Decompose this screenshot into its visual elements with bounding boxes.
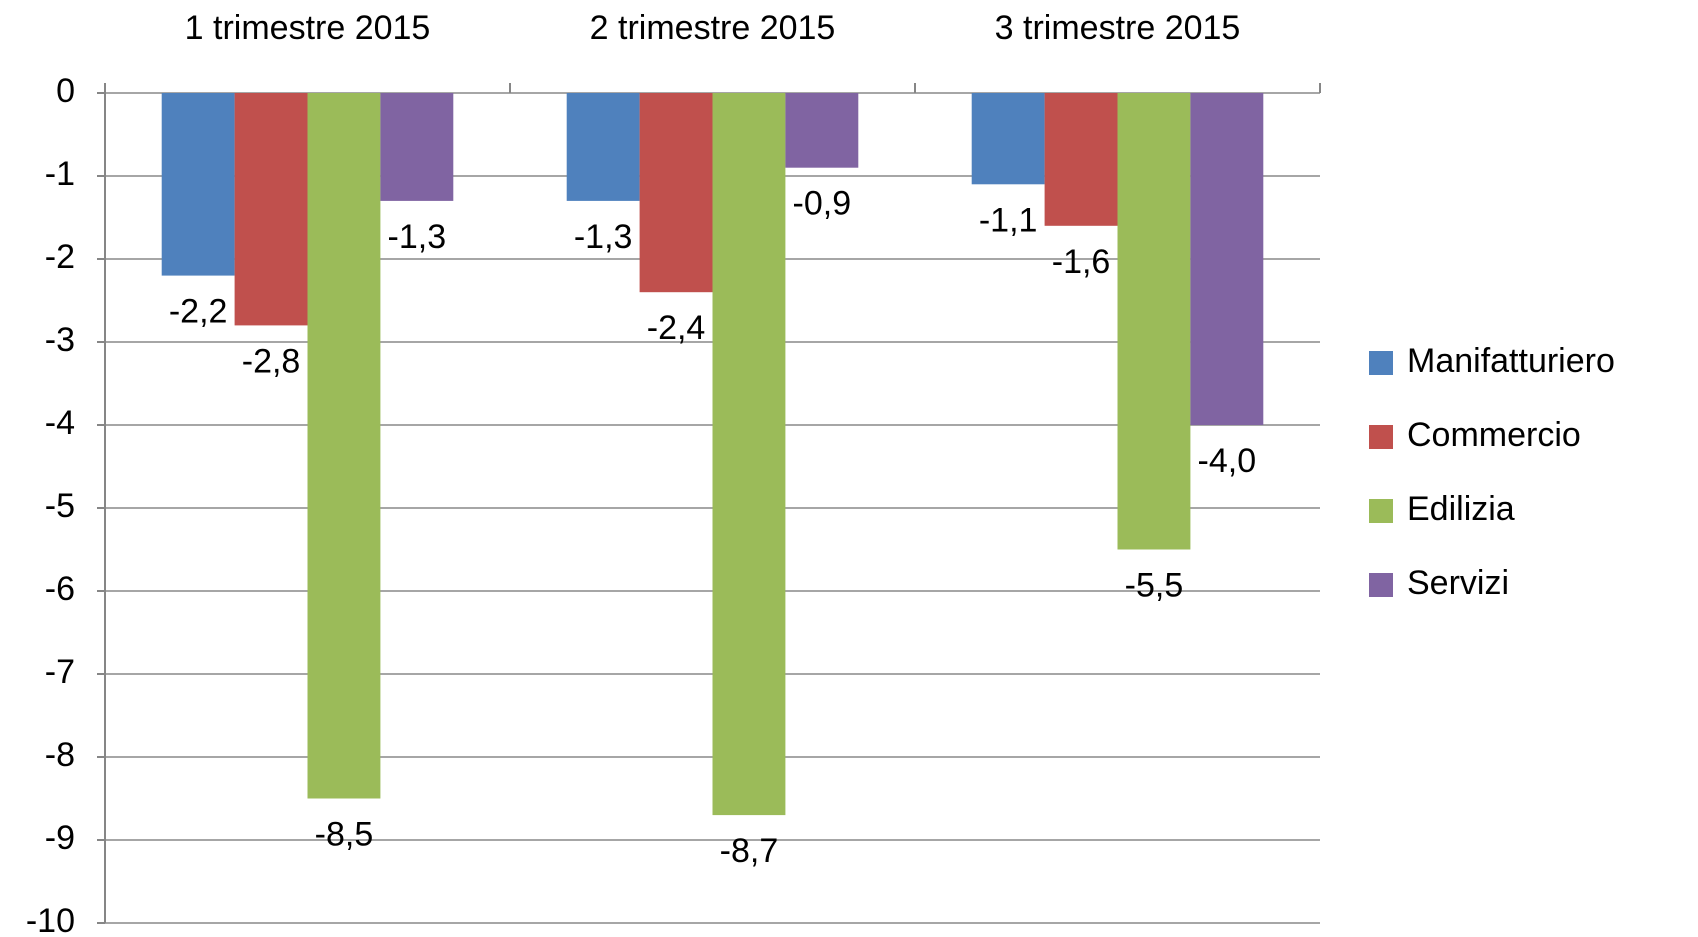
bar: [639, 93, 713, 293]
value-label: -5,5: [1125, 566, 1184, 604]
legend-swatch: [1369, 499, 1393, 523]
legend-label: Commercio: [1407, 416, 1581, 454]
value-label: -8,5: [315, 815, 374, 853]
y-tick-label: -7: [45, 653, 75, 691]
value-label: -1,6: [1052, 243, 1111, 281]
bar: [161, 93, 235, 276]
value-label: -8,7: [720, 832, 779, 870]
value-label: -1,3: [574, 218, 633, 256]
y-tick-label: -9: [45, 819, 75, 857]
bar: [712, 93, 786, 816]
y-tick-label: -8: [45, 736, 75, 774]
value-label: -2,4: [647, 309, 706, 347]
bar: [380, 93, 454, 201]
y-tick-label: -4: [45, 404, 75, 442]
bar: [1117, 93, 1191, 550]
bar: [971, 93, 1045, 185]
y-tick-label: 0: [56, 72, 75, 110]
value-label: -1,3: [388, 218, 447, 256]
value-label: -2,2: [169, 293, 228, 331]
value-label: -1,1: [979, 201, 1038, 239]
y-tick-label: -2: [45, 238, 75, 276]
bar: [566, 93, 640, 201]
bar: [234, 93, 308, 326]
category-label: 1 trimestre 2015: [185, 9, 431, 47]
legend-swatch: [1369, 573, 1393, 597]
value-label: -4,0: [1198, 442, 1257, 480]
bar: [1044, 93, 1118, 226]
y-tick-label: -1: [45, 155, 75, 193]
category-label: 2 trimestre 2015: [590, 9, 836, 47]
value-label: -2,8: [242, 342, 301, 380]
y-tick-label: -5: [45, 487, 75, 525]
bar: [1190, 93, 1264, 425]
y-tick-label: -6: [45, 570, 75, 608]
legend-swatch: [1369, 425, 1393, 449]
legend-label: Edilizia: [1407, 490, 1515, 528]
bar: [307, 93, 381, 799]
legend-label: Servizi: [1407, 564, 1509, 602]
value-label: -0,9: [793, 185, 852, 223]
y-tick-label: -3: [45, 321, 75, 359]
y-tick-label: -10: [26, 902, 75, 937]
category-label: 3 trimestre 2015: [995, 9, 1241, 47]
bar: [785, 93, 859, 168]
legend-swatch: [1369, 351, 1393, 375]
legend-label: Manifatturiero: [1407, 342, 1615, 380]
